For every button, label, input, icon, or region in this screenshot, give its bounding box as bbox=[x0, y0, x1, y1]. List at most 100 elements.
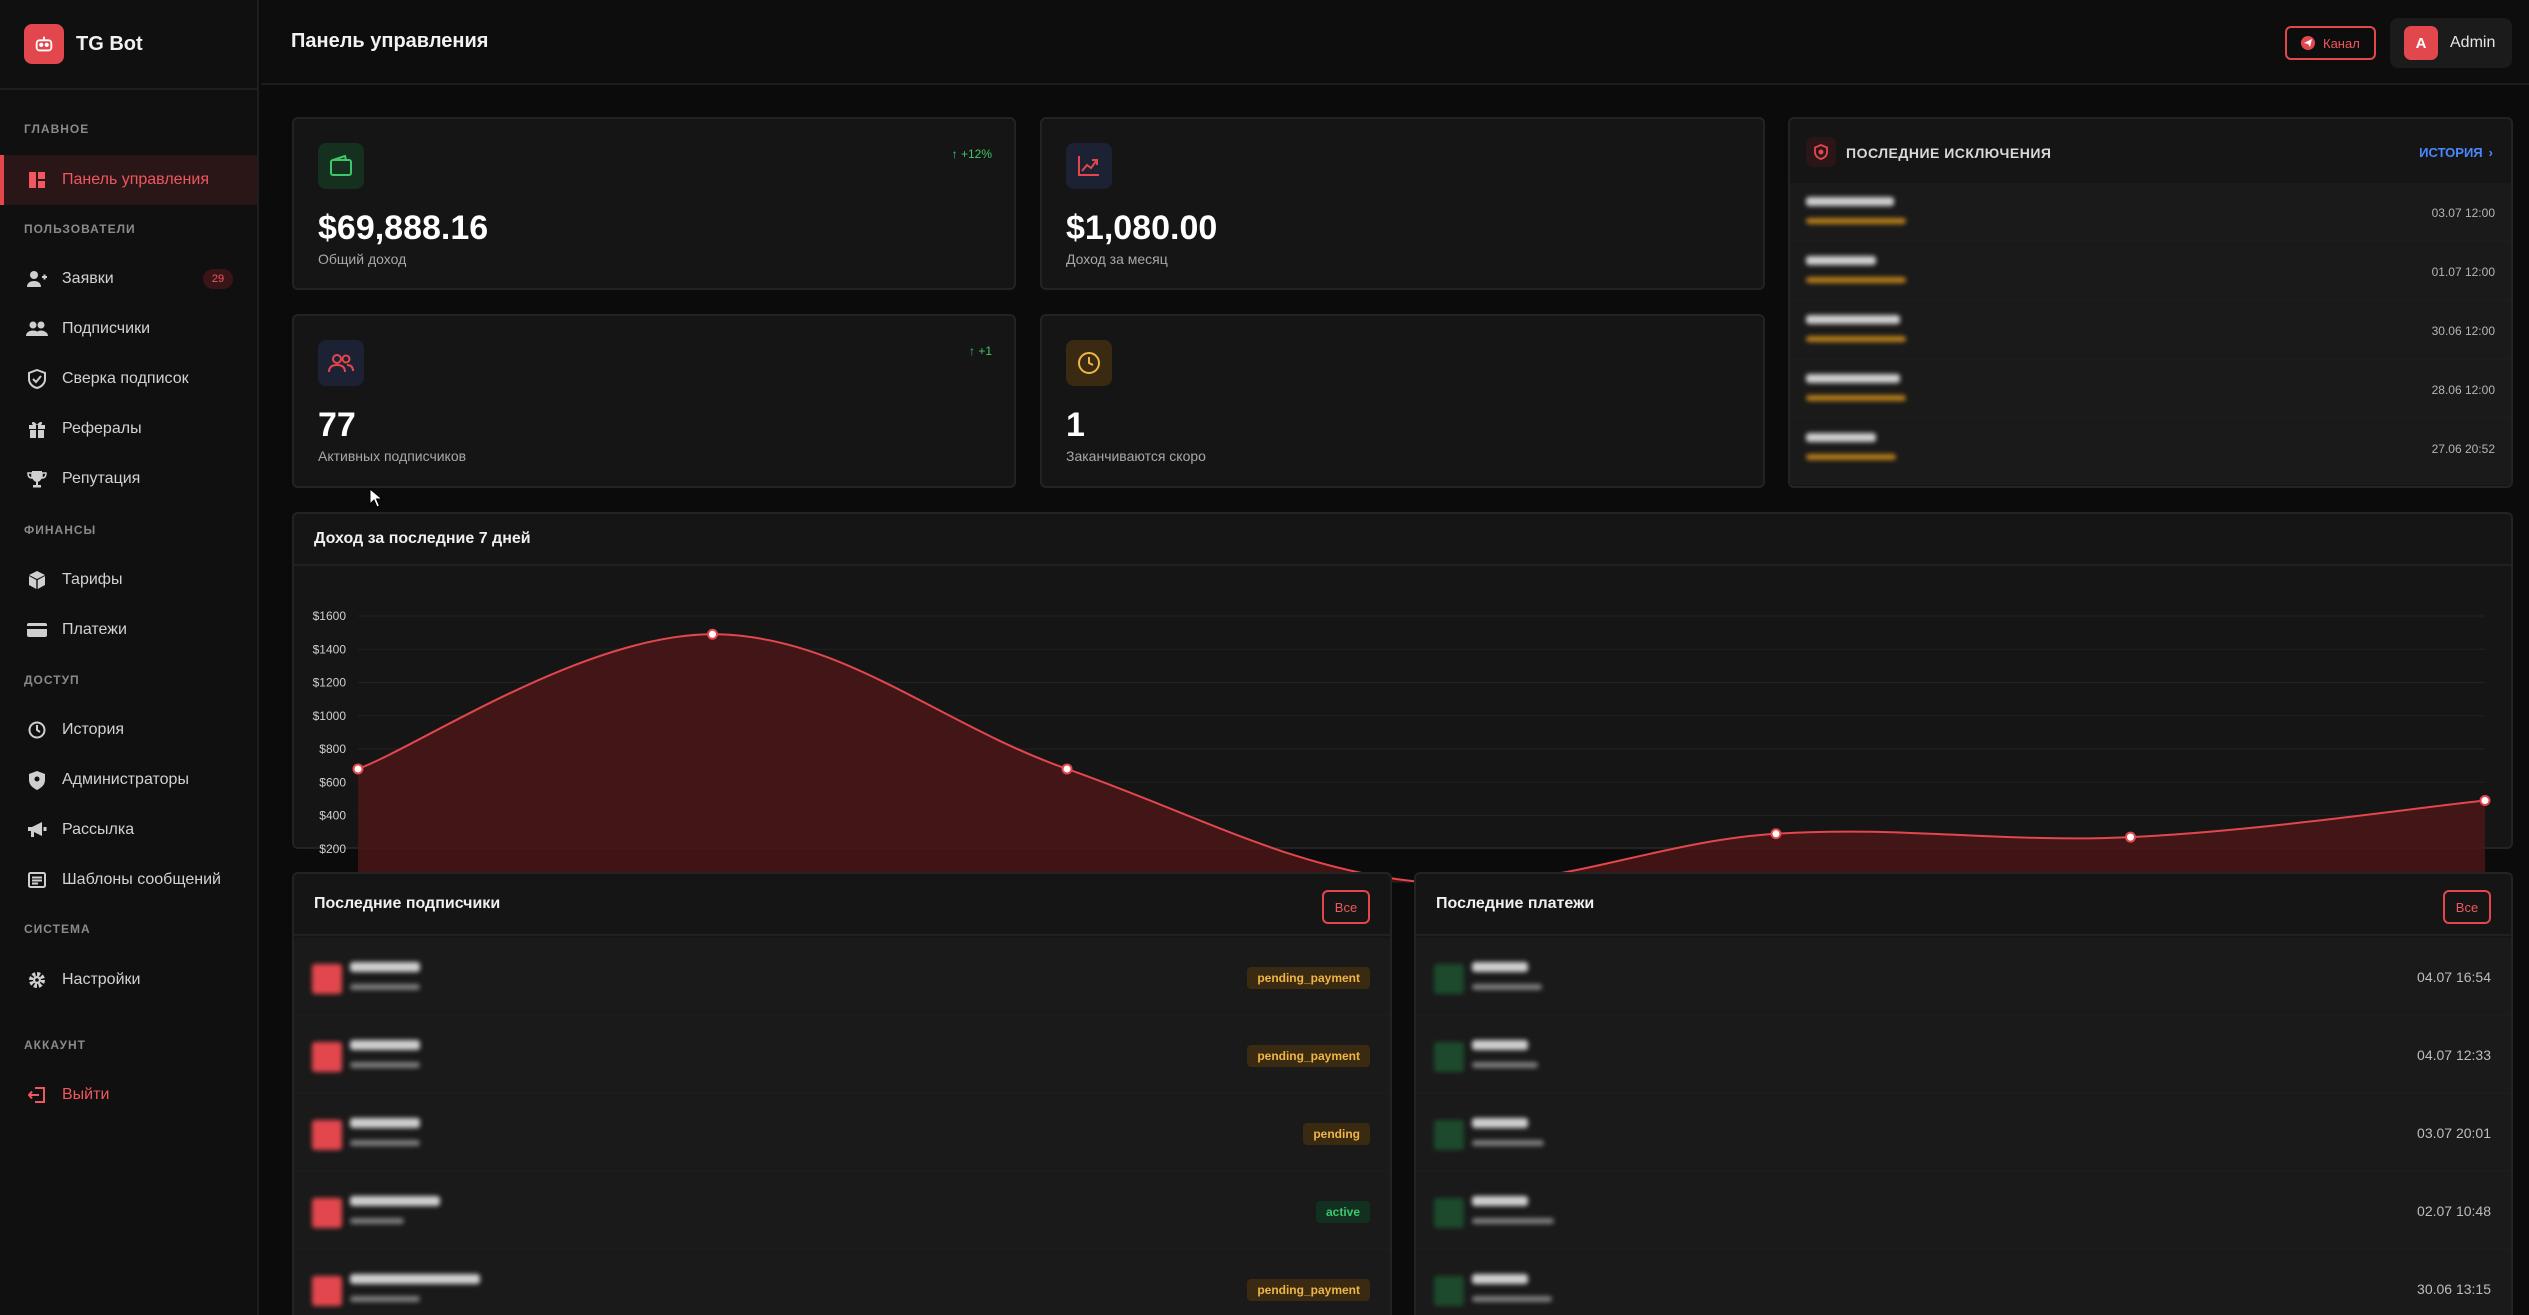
chart-title: Доход за последние 7 дней bbox=[314, 530, 531, 547]
sidebar-item-templates[interactable]: Шаблоны сообщений bbox=[0, 855, 257, 905]
view-all-payments-button[interactable]: Все bbox=[2443, 890, 2491, 924]
dashboard-icon bbox=[26, 169, 48, 191]
sidebar-item-label: Заявки bbox=[62, 270, 114, 287]
recent-subscribers-panel: Последние подписчики Все pending_payment… bbox=[292, 872, 1392, 1315]
stat-label: Доход за месяц bbox=[1066, 251, 1168, 267]
sidebar-item-admins[interactable]: Администраторы bbox=[0, 755, 257, 805]
credit-card-icon bbox=[26, 619, 48, 641]
history-link[interactable]: ИСТОРИЯ › bbox=[2419, 145, 2493, 160]
table-row[interactable]: pending_payment bbox=[294, 938, 1390, 1016]
stat-value: $69,888.16 bbox=[318, 209, 489, 247]
payment-icon bbox=[1434, 1198, 1464, 1228]
blurred-name bbox=[350, 1196, 440, 1206]
megaphone-icon bbox=[26, 819, 48, 841]
sidebar-item-dashboard[interactable]: Панель управления bbox=[0, 155, 257, 205]
sidebar-item-payments[interactable]: Платежи bbox=[0, 605, 257, 655]
recent-exceptions-panel: ПОСЛЕДНИЕ ИСКЛЮЧЕНИЯ ИСТОРИЯ › 03.07 12:… bbox=[1788, 117, 2513, 488]
channel-button[interactable]: Канал bbox=[2285, 26, 2376, 60]
list-item[interactable]: 01.07 12:00 bbox=[1790, 242, 2511, 301]
sidebar-item-requests[interactable]: Заявки 29 bbox=[0, 254, 257, 304]
sidebar-item-label: Тарифы bbox=[62, 571, 123, 588]
stat-card-total-income: ↑ +12% $69,888.16 Общий доход bbox=[292, 117, 1016, 290]
list-item[interactable]: 27.06 20:52 bbox=[1790, 419, 2511, 478]
history-link-label: ИСТОРИЯ bbox=[2419, 145, 2483, 160]
sidebar-item-settings[interactable]: Настройки bbox=[0, 955, 257, 1005]
table-row[interactable]: pending_payment bbox=[294, 1250, 1390, 1315]
table-row[interactable]: pending bbox=[294, 1094, 1390, 1172]
blurred-amount bbox=[1472, 1118, 1528, 1128]
table-row[interactable]: pending_payment bbox=[294, 1016, 1390, 1094]
sidebar-item-subscribers[interactable]: Подписчики bbox=[0, 304, 257, 354]
y-tick-label: $1600 bbox=[313, 609, 347, 623]
trend-indicator: ↑ +1 bbox=[968, 344, 992, 358]
blurred-reason bbox=[1806, 454, 1896, 460]
blurred-amount bbox=[1472, 1274, 1528, 1284]
list-item[interactable]: 30.06 12:00 bbox=[1790, 301, 2511, 360]
panel-title: Последние платежи bbox=[1436, 895, 1595, 912]
section-title-account: АККАУНТ bbox=[24, 1038, 86, 1052]
telegram-icon bbox=[2301, 36, 2315, 50]
clock-icon bbox=[1066, 340, 1112, 386]
blurred-username bbox=[350, 1218, 404, 1224]
table-row[interactable]: 04.07 12:33 bbox=[1416, 1016, 2511, 1094]
y-tick-label: $600 bbox=[319, 775, 346, 789]
gear-icon bbox=[26, 969, 48, 991]
payment-date: 04.07 12:33 bbox=[2417, 1047, 2491, 1063]
table-row[interactable]: 04.07 16:54 bbox=[1416, 938, 2511, 1016]
shield-check-icon bbox=[26, 368, 48, 390]
panel-header: Последние подписчики bbox=[294, 874, 1390, 936]
status-badge: active bbox=[1315, 1201, 1370, 1223]
blurred-user bbox=[1806, 256, 1876, 265]
panel-header: Последние платежи bbox=[1416, 874, 2511, 936]
income-chart-card: Доход за последние 7 дней $0$200$400$600… bbox=[292, 512, 2513, 907]
data-point bbox=[2479, 795, 2491, 807]
sidebar-item-broadcast[interactable]: Рассылка bbox=[0, 805, 257, 855]
payment-date: 04.07 16:54 bbox=[2417, 969, 2491, 985]
table-row[interactable]: active bbox=[294, 1172, 1390, 1250]
stat-card-monthly-income: $1,080.00 Доход за месяц bbox=[1040, 117, 1765, 290]
panel-title: ПОСЛЕДНИЕ ИСКЛЮЧЕНИЯ bbox=[1846, 145, 2052, 161]
view-all-subscribers-button[interactable]: Все bbox=[1322, 890, 1370, 924]
table-row[interactable]: 03.07 20:01 bbox=[1416, 1094, 2511, 1172]
blurred-payer bbox=[1472, 1140, 1544, 1146]
blurred-amount bbox=[1472, 1196, 1528, 1206]
user-name: Admin bbox=[2450, 34, 2496, 51]
sidebar-item-label: Выйти bbox=[62, 1086, 110, 1103]
exception-date: 28.06 12:00 bbox=[2431, 383, 2495, 397]
wallet-icon bbox=[318, 143, 364, 189]
sidebar-item-history[interactable]: История bbox=[0, 705, 257, 755]
avatar bbox=[312, 1276, 342, 1306]
blurred-amount bbox=[1472, 962, 1528, 972]
blurred-name bbox=[350, 1040, 420, 1050]
user-menu[interactable]: A Admin bbox=[2390, 18, 2512, 68]
list-item[interactable]: 28.06 12:00 bbox=[1790, 360, 2511, 419]
list-item[interactable]: 03.07 12:00 bbox=[1790, 183, 2511, 242]
stat-value: 1 bbox=[1066, 406, 1085, 444]
chart-header: Доход за последние 7 дней bbox=[294, 514, 2511, 566]
sidebar-item-reputation[interactable]: Репутация bbox=[0, 454, 257, 504]
data-point bbox=[352, 763, 364, 775]
blurred-name bbox=[350, 962, 420, 972]
blurred-user bbox=[1806, 433, 1876, 442]
blurred-user bbox=[1806, 197, 1894, 206]
table-row[interactable]: 30.06 13:15 bbox=[1416, 1250, 2511, 1315]
sidebar-item-tariffs[interactable]: Тарифы bbox=[0, 555, 257, 605]
brand[interactable]: TG Bot bbox=[0, 0, 257, 90]
avatar bbox=[312, 1042, 342, 1072]
sidebar-item-label: Панель управления bbox=[62, 171, 209, 188]
section-title-system: СИСТЕМА bbox=[24, 922, 91, 936]
stat-label: Активных подписчиков bbox=[318, 448, 467, 464]
data-point bbox=[2125, 831, 2136, 843]
status-badge: pending bbox=[1303, 1123, 1370, 1145]
avatar: A bbox=[2404, 26, 2438, 60]
sidebar-item-logout[interactable]: Выйти bbox=[0, 1070, 257, 1120]
stat-card-active-subscribers: ↑ +1 77 Активных подписчиков bbox=[292, 314, 1016, 488]
sidebar-item-subscription-check[interactable]: Сверка подписок bbox=[0, 354, 257, 404]
blurred-user bbox=[1806, 374, 1900, 383]
stat-label: Общий доход bbox=[318, 251, 407, 267]
table-row[interactable]: 02.07 10:48 bbox=[1416, 1172, 2511, 1250]
avatar bbox=[312, 964, 342, 994]
sidebar-item-label: Рефералы bbox=[62, 420, 142, 437]
status-badge: pending_payment bbox=[1247, 967, 1370, 989]
sidebar-item-referrals[interactable]: Рефералы bbox=[0, 404, 257, 454]
